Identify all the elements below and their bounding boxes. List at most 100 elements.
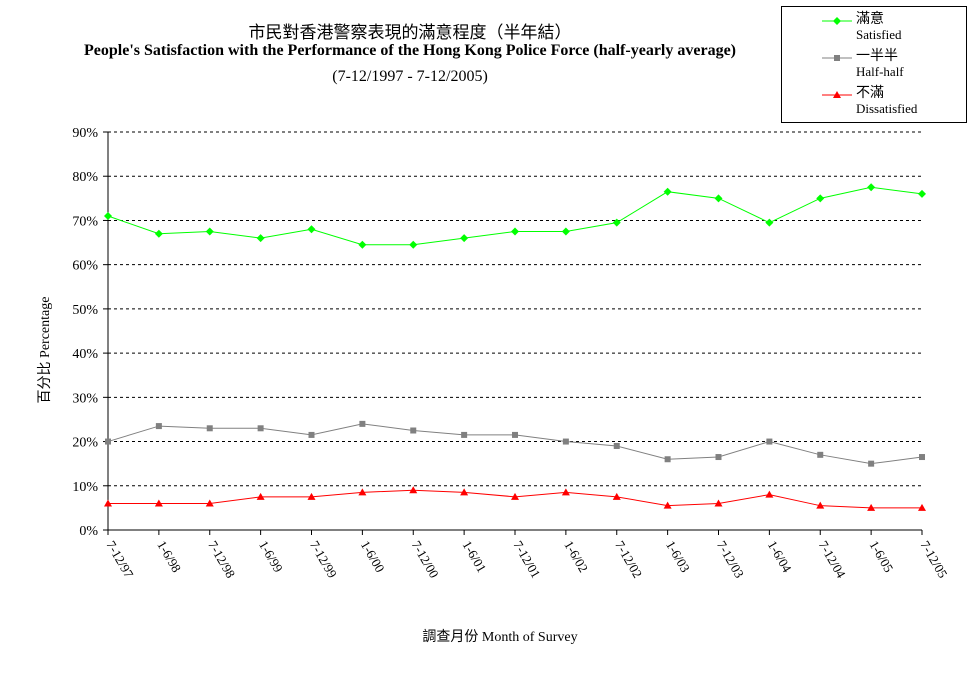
legend-marker-dissatisfied: [822, 91, 852, 98]
x-tick-label: 7-12/03: [714, 538, 747, 581]
legend-label-dissatisfied-zh: 不滿: [856, 85, 884, 101]
data-point-satisfied: [511, 227, 519, 236]
data-point-half-half: [155, 423, 162, 430]
legend-label-half-half-zh: 一半半: [856, 48, 898, 64]
legend: 滿意 Satisfied 一半半 Half-half 不滿 Dissatisfi…: [781, 6, 967, 123]
legend-label-satisfied-zh: 滿意: [856, 11, 884, 27]
data-point-half-half: [664, 456, 671, 463]
data-point-satisfied: [104, 212, 112, 221]
x-tick-label: 1-6/03: [663, 538, 693, 575]
x-tick-label: 1-6/02: [561, 538, 591, 575]
x-tick-label: 1-6/04: [765, 538, 795, 575]
x-tick-label: 1-6/01: [460, 538, 490, 575]
data-point-half-half: [868, 460, 875, 467]
y-axis-label-zh: 百分比: [37, 361, 53, 404]
data-point-satisfied: [154, 229, 163, 238]
y-tick-label: 70%: [72, 214, 98, 229]
x-axis-label-zh: 調查月份: [422, 629, 479, 645]
y-tick-label: 20%: [72, 436, 98, 451]
data-point-satisfied: [816, 194, 825, 203]
legend-label-dissatisfied-en: Dissatisfied: [856, 101, 918, 116]
y-tick-label: 90%: [72, 126, 98, 141]
data-point-satisfied: [460, 234, 469, 243]
series-line-satisfied: [107, 186, 923, 246]
legend-item-dissatisfied: 不滿 Dissatisfied: [782, 81, 966, 119]
y-tick-label: 80%: [72, 170, 98, 185]
data-point-dissatisfied: [714, 499, 723, 507]
series-line-half-half: [107, 423, 923, 465]
x-tick-label: 1-6/05: [867, 538, 897, 575]
legend-item-half-half: 一半半 Half-half: [782, 44, 966, 82]
legend-marker-satisfied: [822, 17, 852, 25]
data-point-dissatisfied: [816, 501, 825, 509]
y-tick-label: 60%: [72, 259, 98, 274]
data-point-dissatisfied: [561, 488, 570, 496]
x-tick-label: 7-12/01: [510, 538, 543, 581]
legend-item-satisfied: 滿意 Satisfied: [782, 7, 966, 45]
data-point-half-half: [206, 425, 213, 432]
chart-title-chinese: 市民對香港警察表現的滿意程度（半年結）: [248, 23, 572, 43]
legend-marker-half-half: [822, 55, 852, 61]
data-point-half-half: [613, 442, 620, 449]
x-tick-label: 7-12/05: [917, 538, 950, 581]
y-tick-label: 0%: [79, 524, 98, 539]
data-point-dissatisfied: [409, 486, 418, 494]
data-point-satisfied: [765, 218, 774, 227]
data-point-satisfied: [256, 234, 265, 243]
data-point-dissatisfied: [460, 488, 469, 496]
data-point-satisfied: [409, 240, 418, 249]
data-point-dissatisfied: [104, 499, 112, 507]
x-tick-label: 7-12/02: [612, 538, 645, 581]
data-point-half-half: [715, 454, 722, 461]
data-point-dissatisfied: [511, 492, 519, 500]
y-axis-label: 百分比 Percentage: [34, 297, 54, 404]
data-point-satisfied: [867, 183, 876, 192]
y-tick-label: 50%: [72, 303, 98, 318]
data-point-satisfied: [612, 218, 621, 227]
data-point-half-half: [461, 431, 468, 438]
data-point-dissatisfied: [205, 499, 214, 507]
y-tick-label: 40%: [72, 347, 98, 362]
data-point-dissatisfied: [765, 490, 774, 498]
data-point-satisfied: [358, 240, 367, 249]
chart-title-english: People's Satisfaction with the Performan…: [84, 42, 736, 59]
data-point-dissatisfied: [612, 492, 621, 500]
data-point-half-half: [308, 431, 315, 438]
data-point-dissatisfied: [663, 501, 672, 509]
x-tick-label: 1-6/00: [358, 538, 388, 575]
x-tick-label: 7-12/97: [103, 538, 136, 581]
data-point-half-half: [919, 454, 925, 461]
data-point-dissatisfied: [867, 503, 876, 511]
legend-label-half-half-en: Half-half: [856, 64, 904, 79]
legend-label-satisfied-en: Satisfied: [856, 27, 902, 42]
data-point-dissatisfied: [256, 492, 265, 500]
x-tick-label: 7-12/04: [816, 538, 849, 581]
data-point-satisfied: [918, 189, 926, 198]
data-point-satisfied: [714, 194, 723, 203]
chart-title-period: (7-12/1997 - 7-12/2005): [332, 68, 488, 85]
y-axis-label-en: Percentage: [38, 296, 53, 358]
data-point-half-half: [410, 427, 417, 434]
data-point-dissatisfied: [918, 503, 926, 511]
x-tick-label: 1-6/99: [256, 538, 286, 575]
data-point-half-half: [817, 451, 824, 458]
y-tick-label: 30%: [72, 391, 98, 406]
data-point-satisfied: [205, 227, 214, 236]
x-tick-label: 7-12/99: [307, 538, 340, 581]
x-tick-label: 1-6/98: [154, 538, 184, 575]
data-point-dissatisfied: [154, 499, 163, 507]
data-point-half-half: [512, 431, 518, 438]
data-point-half-half: [257, 425, 264, 432]
data-point-half-half: [359, 420, 366, 427]
x-axis-label: 調查月份 Month of Survey: [0, 626, 974, 646]
y-tick-label: 10%: [72, 480, 98, 495]
data-point-half-half: [766, 438, 773, 445]
x-tick-label: 7-12/00: [409, 538, 442, 581]
data-point-dissatisfied: [307, 492, 316, 500]
data-point-dissatisfied: [358, 488, 367, 496]
data-point-satisfied: [663, 187, 672, 196]
data-point-half-half: [562, 438, 569, 445]
data-point-satisfied: [307, 225, 316, 234]
x-tick-label: 7-12/98: [205, 538, 238, 581]
